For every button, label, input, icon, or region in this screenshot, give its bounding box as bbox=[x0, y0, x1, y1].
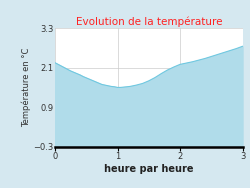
Y-axis label: Température en °C: Température en °C bbox=[21, 48, 30, 127]
Title: Evolution de la température: Evolution de la température bbox=[76, 17, 222, 27]
X-axis label: heure par heure: heure par heure bbox=[104, 164, 194, 174]
